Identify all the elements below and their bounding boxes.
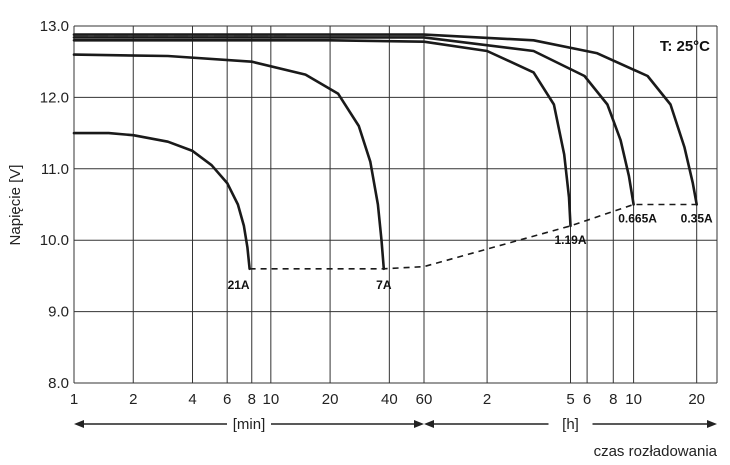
- x-tick-label: 5: [566, 391, 574, 408]
- x-tick-label: 8: [609, 391, 617, 408]
- y-tick-label: 12.0: [40, 89, 69, 106]
- series-line: [72, 131, 251, 271]
- x-tick-label: 2: [483, 391, 491, 408]
- series-line: [72, 53, 386, 271]
- series-line: [72, 36, 635, 206]
- arrow-left-icon: [424, 420, 434, 428]
- x-tick-label: 6: [223, 391, 231, 408]
- end-voltage-line: [249, 203, 697, 270]
- x-tick-label: 10: [262, 391, 279, 408]
- series-label: 0.35A: [681, 212, 713, 226]
- x-tick-label: 20: [688, 391, 705, 408]
- x-tick-label: 60: [416, 391, 433, 408]
- labels-layer: 8.09.010.011.012.013.01 2 4 6 8 10 20 40 60 2 5 6 8 1…: [40, 18, 717, 433]
- arrow-right-icon: [707, 420, 717, 428]
- y-tick-label: 10.0: [40, 232, 69, 249]
- series-label: 21A: [228, 278, 250, 292]
- arrow-right-icon: [414, 420, 424, 428]
- x-tick-label: 6: [583, 391, 591, 408]
- series-label: 7A: [376, 278, 392, 292]
- x-tick-label: 2: [129, 391, 137, 408]
- grid: [73, 25, 718, 384]
- x-tick-label: 20: [322, 391, 339, 408]
- series-layer: [72, 33, 698, 271]
- series-line: [72, 33, 698, 206]
- unit-label: [min]: [233, 416, 266, 433]
- temperature-annotation: T: 25°C: [660, 38, 710, 55]
- x-tick-label: 4: [188, 391, 196, 408]
- x-axis-label: czas rozładowania: [594, 443, 718, 460]
- x-tick-label: 40: [381, 391, 398, 408]
- y-tick-label: 9.0: [48, 304, 69, 321]
- x-tick-label: 8: [248, 391, 256, 408]
- x-tick-label: 10: [625, 391, 642, 408]
- y-tick-label: 11.0: [41, 161, 69, 178]
- series-label: 0.665A: [618, 212, 657, 226]
- y-tick-label: 13.0: [40, 18, 69, 35]
- arrow-left-icon: [74, 420, 84, 428]
- y-axis-label: Napięcie [V]: [7, 165, 24, 246]
- x-tick-label: 1: [70, 391, 78, 408]
- y-tick-label: 8.0: [48, 375, 69, 392]
- unit-label: [h]: [562, 416, 579, 433]
- series-line: [72, 39, 572, 228]
- series-label: 1.19A: [554, 233, 586, 247]
